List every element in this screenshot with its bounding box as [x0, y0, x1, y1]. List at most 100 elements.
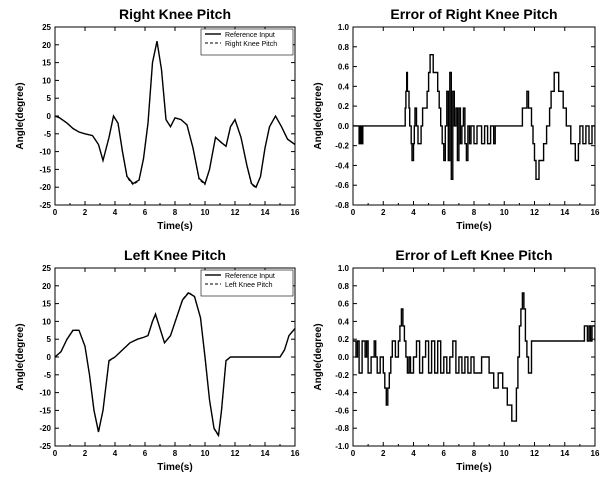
series-line-1 [55, 41, 295, 189]
x-tick-label: 8 [173, 449, 178, 458]
y-axis-label: Angle(degree) [15, 323, 26, 390]
y-tick-label: 0.6 [338, 300, 350, 309]
x-tick-label: 10 [201, 449, 210, 458]
y-tick-label: 0 [47, 353, 52, 362]
x-tick-label: 4 [113, 449, 118, 458]
y-tick-label: -0.2 [335, 142, 349, 151]
chart-panel-0: Right Knee Pitch 0 2 4 6 8 10 12 14 16 -25 -20 -15 -1… [15, 6, 300, 232]
y-tick-label: 0.8 [338, 282, 350, 291]
legend-entry: Left Knee Pitch [225, 282, 273, 289]
x-tick-label: 2 [83, 449, 88, 458]
series-line-0 [353, 292, 595, 422]
y-tick-label: -5 [44, 130, 52, 139]
x-tick-label: 6 [442, 449, 447, 458]
x-tick-label: 14 [560, 208, 569, 217]
y-tick-label: 5 [47, 335, 52, 344]
y-tick-label: 25 [42, 23, 51, 32]
y-tick-label: -25 [39, 201, 51, 210]
y-axis-label: Angle(degree) [15, 82, 26, 149]
y-tick-label: 1.0 [338, 23, 350, 32]
x-tick-label: 6 [143, 208, 148, 217]
x-tick-label: 12 [231, 208, 240, 217]
x-tick-label: 0 [351, 208, 356, 217]
y-tick-label: -10 [39, 148, 51, 157]
x-tick-label: 0 [53, 208, 58, 217]
y-tick-label: -15 [39, 406, 51, 415]
x-tick-label: 2 [381, 208, 386, 217]
y-tick-label: 0 [47, 112, 52, 121]
y-tick-label: 0.0 [338, 122, 350, 131]
y-tick-label: 20 [42, 41, 51, 50]
plot-frame [352, 26, 596, 206]
x-tick-label: 4 [113, 208, 118, 217]
chart-title: Left Knee Pitch [124, 247, 226, 263]
y-tick-label: -0.8 [335, 424, 349, 433]
y-tick-label: 0.4 [338, 82, 350, 91]
y-tick-label: -0.8 [335, 201, 349, 210]
y-tick-label: -0.6 [335, 181, 349, 190]
y-tick-label: 15 [42, 300, 51, 309]
x-tick-label: 12 [530, 449, 539, 458]
x-tick-label: 14 [560, 449, 569, 458]
x-axis-label: Time(s) [456, 462, 491, 473]
chart-panel-2: Left Knee Pitch 0 2 4 6 8 10 12 14 16 -25 -20 -15 -10… [15, 247, 300, 473]
y-tick-label: -0.2 [335, 371, 349, 380]
chart-title: Error of Left Knee Pitch [395, 247, 552, 263]
x-tick-label: 6 [442, 208, 447, 217]
chart-panel-3: Error of Left Knee Pitch 0 2 4 6 8 10 12 14 16 -1.… [313, 247, 600, 473]
x-tick-label: 2 [381, 449, 386, 458]
y-tick-label: 5 [47, 94, 52, 103]
x-tick-label: 2 [83, 208, 88, 217]
y-tick-label: -20 [39, 183, 51, 192]
x-tick-label: 16 [591, 449, 600, 458]
x-axis-label: Time(s) [456, 221, 491, 232]
x-tick-label: 14 [261, 449, 270, 458]
y-tick-label: -15 [39, 165, 51, 174]
series-line-1 [55, 291, 295, 438]
x-tick-label: 16 [291, 449, 300, 458]
series-line-0 [55, 41, 295, 189]
x-tick-label: 8 [472, 449, 477, 458]
y-tick-label: 0.2 [338, 102, 350, 111]
legend-entry: Reference Input [225, 273, 275, 280]
x-tick-label: 16 [291, 208, 300, 217]
x-tick-label: 16 [591, 208, 600, 217]
y-tick-label: 25 [42, 264, 51, 273]
chart-panel-1: Error of Right Knee Pitch 0 2 4 6 8 10 12 14 16 -0… [313, 6, 600, 232]
x-tick-label: 8 [472, 208, 477, 217]
series-line-0 [353, 54, 595, 180]
x-tick-label: 10 [500, 449, 509, 458]
y-tick-label: 0.4 [338, 317, 350, 326]
legend-entry: Reference Input [225, 32, 275, 39]
x-axis-label: Time(s) [157, 462, 192, 473]
chart-title: Right Knee Pitch [119, 6, 231, 22]
legend-entry: Right Knee Pitch [225, 41, 277, 48]
x-axis-label: Time(s) [157, 221, 192, 232]
y-tick-label: 1.0 [338, 264, 350, 273]
y-tick-label: -10 [39, 389, 51, 398]
chart-title: Error of Right Knee Pitch [390, 6, 557, 22]
x-tick-label: 6 [143, 449, 148, 458]
x-tick-label: 0 [351, 449, 356, 458]
x-tick-label: 10 [500, 208, 509, 217]
y-tick-label: -1.0 [335, 442, 349, 451]
x-tick-label: 12 [231, 449, 240, 458]
x-tick-label: 14 [261, 208, 270, 217]
x-tick-label: 12 [530, 208, 539, 217]
x-tick-label: 0 [53, 449, 58, 458]
y-tick-label: 0.6 [338, 63, 350, 72]
y-tick-label: -25 [39, 442, 51, 451]
series-line-0 [55, 291, 295, 438]
y-axis-label: Angle(degree) [313, 323, 324, 390]
y-tick-label: -0.4 [335, 161, 349, 170]
y-axis-label: Angle(degree) [313, 82, 324, 149]
y-tick-label: 10 [42, 317, 51, 326]
y-tick-label: 15 [42, 59, 51, 68]
y-tick-label: -0.4 [335, 389, 349, 398]
x-tick-label: 4 [411, 208, 416, 217]
y-tick-label: 0.2 [338, 335, 350, 344]
x-tick-label: 10 [201, 208, 210, 217]
y-tick-label: -20 [39, 424, 51, 433]
